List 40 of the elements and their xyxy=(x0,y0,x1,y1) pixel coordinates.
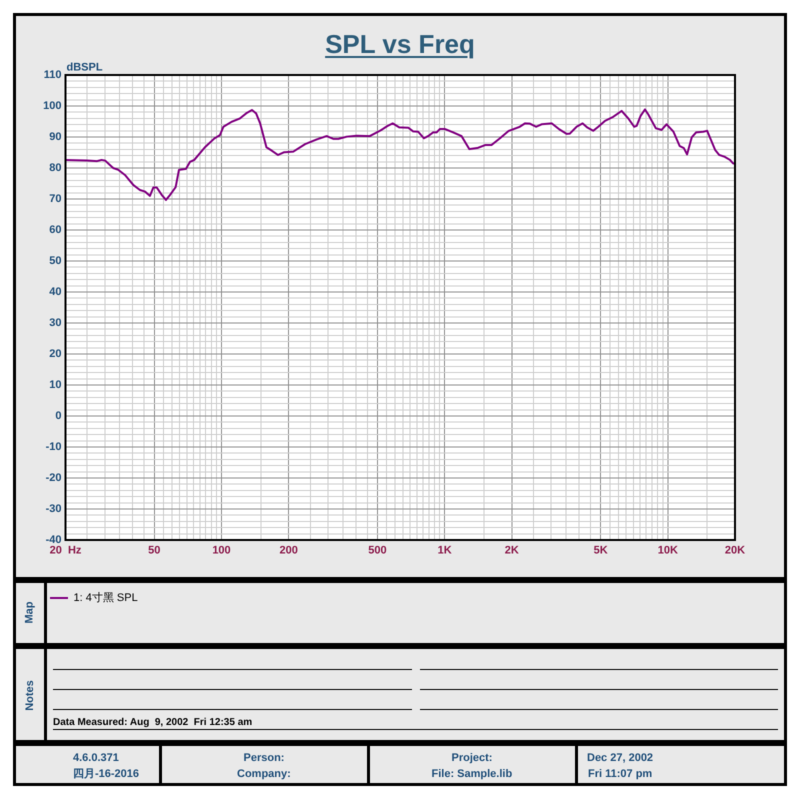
x-tick-label: 10K xyxy=(658,544,678,557)
x-tick-label: 1K xyxy=(438,544,452,557)
text: Person: xyxy=(244,752,284,764)
y-tick-label: 40 xyxy=(49,286,62,298)
y-tick-label: 60 xyxy=(49,224,62,236)
text: Project: xyxy=(452,752,492,764)
text: 4.6.0.371 xyxy=(73,752,119,764)
text: Notes xyxy=(23,680,36,710)
y-tick-label: 50 xyxy=(49,255,62,268)
y-tick-label: 110 xyxy=(44,69,62,82)
y-tick-label: -10 xyxy=(46,441,62,454)
y-tick-label: 30 xyxy=(49,317,62,330)
y-tick-label: 20 xyxy=(49,348,62,360)
text: Map xyxy=(24,601,36,623)
y-tick-label: 70 xyxy=(49,193,62,206)
y-tick-label: 80 xyxy=(49,162,62,174)
y-tick-label: 100 xyxy=(43,100,62,112)
x-tick-label: 500 xyxy=(368,544,387,557)
x-tick-label: 20 Hz xyxy=(50,544,82,557)
x-tick-label: 200 xyxy=(279,544,298,557)
text: Data Measured: Aug 9, 2002 Fri 12:35 am xyxy=(53,716,252,728)
x-tick-label: 50 xyxy=(148,544,160,557)
text: Dec 27, 2002 xyxy=(587,752,654,764)
y-tick-label: -20 xyxy=(46,472,62,484)
x-tick-label: 5K xyxy=(594,544,608,557)
y-axis-title: dBSPL xyxy=(66,62,103,74)
x-tick-label: 100 xyxy=(212,544,231,557)
y-tick-label: -30 xyxy=(46,503,62,516)
chart-title: SPL vs Freq xyxy=(325,29,475,59)
x-tick-label: 2K xyxy=(504,544,519,557)
legend-label: 1: 4寸黑 SPL xyxy=(74,591,138,604)
y-tick-label: 90 xyxy=(49,131,62,144)
y-tick-label: 10 xyxy=(49,379,62,392)
text: 四月-16-2016 xyxy=(73,768,140,780)
text: Fri 11:07 pm xyxy=(588,768,652,780)
x-tick-label: 20K xyxy=(724,544,746,557)
text: Company: xyxy=(237,768,291,780)
y-tick-label: 0 xyxy=(55,410,62,422)
text: File: Sample.lib xyxy=(432,768,512,780)
y-tick-label: -40 xyxy=(46,534,62,546)
